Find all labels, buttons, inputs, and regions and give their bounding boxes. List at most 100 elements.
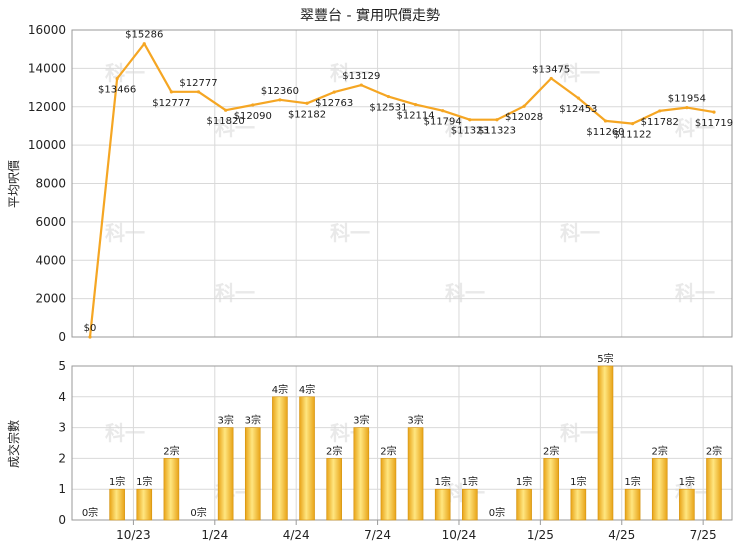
volume-bar: [163, 458, 180, 521]
volume-y-tick-label: 2: [58, 451, 66, 465]
volume-x-tick-label: 7/25: [690, 528, 717, 542]
price-y-tick-label: 16000: [28, 23, 66, 37]
volume-bar: [597, 365, 614, 521]
volume-data-label: 2宗: [543, 444, 559, 457]
volume-data-label: 1宗: [462, 475, 478, 488]
volume-data-label: 4宗: [272, 383, 288, 396]
price-data-label: $15286: [125, 30, 163, 41]
price-point: [196, 90, 201, 94]
volume-data-label: 2宗: [652, 444, 668, 457]
price-point: [305, 101, 309, 105]
volume-bar: [462, 488, 478, 521]
volume-y-tick-label: 5: [58, 359, 66, 373]
volume-data-label: 2宗: [326, 444, 342, 457]
volume-data-label: 2宗: [163, 444, 179, 457]
price-point: [468, 118, 472, 122]
volume-y-tick-label: 4: [58, 390, 66, 404]
price-y-tick-label: 6000: [35, 215, 66, 229]
volume-data-label: 1宗: [570, 475, 586, 488]
price-y-tick-label: 2000: [35, 292, 66, 306]
price-point: [495, 118, 499, 122]
volume-x-tick-label: 4/25: [608, 528, 635, 542]
price-data-label: $11820: [207, 116, 245, 127]
volume-data-label: 1宗: [136, 475, 152, 488]
price-point: [88, 335, 92, 339]
price-data-label: $0: [84, 323, 97, 334]
volume-y-tick-label: 1: [58, 482, 66, 496]
price-point: [413, 102, 418, 107]
price-data-label: $12777: [152, 98, 190, 109]
volume-data-label: 3宗: [407, 414, 423, 427]
volume-bar: [624, 488, 641, 521]
volume-data-label: 0宗: [190, 506, 206, 519]
watermark-text: 科一: [330, 221, 370, 245]
watermark-text: 科一: [560, 221, 600, 245]
price-point: [332, 90, 336, 94]
volume-data-label: 5宗: [597, 352, 613, 365]
volume-data-label: 1宗: [435, 475, 451, 488]
volume-data-label: 1宗: [516, 475, 532, 488]
chart-title: 翠豐台 - 實用呎價走勢: [300, 7, 440, 24]
volume-x-tick-label: 7/24: [364, 528, 391, 542]
price-point: [386, 94, 391, 99]
price-point: [685, 106, 689, 110]
volume-data-label: 0宗: [489, 506, 505, 519]
price-data-label: $12028: [505, 112, 543, 123]
volume-x-tick-label: 1/24: [201, 528, 228, 542]
price-y-tick-label: 14000: [28, 61, 66, 75]
price-point: [359, 83, 363, 87]
price-data-label: $12090: [234, 111, 272, 122]
watermark-text: 科一: [215, 281, 255, 305]
price-y-axis-title: 平均呎價: [7, 160, 21, 208]
watermark-text: 科一: [105, 421, 145, 445]
price-series-line: [88, 42, 715, 338]
price-point: [224, 108, 228, 112]
volume-bar: [380, 458, 397, 521]
price-point: [576, 96, 580, 100]
volume-data-label: 4宗: [299, 383, 315, 396]
volume-bar: [109, 488, 125, 521]
watermark-text: 科一: [675, 116, 715, 140]
price-data-label: $12182: [288, 109, 326, 120]
price-point: [712, 110, 716, 114]
volume-bar: [217, 427, 234, 521]
price-data-label: $13129: [342, 71, 380, 82]
watermark-text: 科一: [445, 281, 485, 305]
price-point: [441, 109, 445, 113]
volume-bar: [244, 427, 261, 521]
price-data-label: $11122: [614, 130, 652, 141]
price-plot-frame: [71, 29, 733, 338]
watermark-text: 科一: [560, 61, 600, 85]
volume-bar: [434, 488, 451, 521]
price-data-label: $11323: [451, 126, 489, 137]
volume-bar: [516, 488, 532, 521]
volume-bar: [651, 458, 668, 521]
volume-data-label: 3宗: [353, 414, 369, 427]
volume-bar: [326, 458, 342, 521]
volume-data-label: 3宗: [245, 414, 261, 427]
volume-plot-frame: [71, 365, 733, 521]
watermark-text: 科一: [675, 281, 715, 305]
volume-data-label: 1宗: [624, 475, 640, 488]
price-point: [658, 109, 662, 113]
volume-data-label: 0宗: [82, 506, 98, 519]
price-point: [603, 119, 608, 123]
volume-bar: [407, 427, 424, 521]
volume-bar: [679, 488, 695, 521]
volume-y-tick-label: 3: [58, 421, 66, 435]
price-data-label: $13466: [98, 85, 136, 96]
price-y-tick-label: 0: [58, 330, 66, 344]
volume-data-label: 2宗: [380, 444, 396, 457]
watermark-text: 科一: [560, 421, 600, 445]
volume-x-tick-label: 1/25: [527, 528, 554, 542]
price-point: [142, 42, 146, 46]
price-y-tick-label: 4000: [35, 253, 66, 267]
price-data-label: $12453: [559, 104, 597, 115]
volume-x-tick-label: 10/24: [442, 528, 477, 542]
price-point: [549, 76, 553, 81]
volume-panel: 0 1 2 3 4 5 10/23 1/24 4/24 7/24 10/24 1/25 4/25 7/25…: [58, 352, 733, 542]
watermark-text: 科一: [330, 61, 370, 85]
price-point: [115, 77, 119, 81]
volume-bar: [570, 488, 587, 521]
